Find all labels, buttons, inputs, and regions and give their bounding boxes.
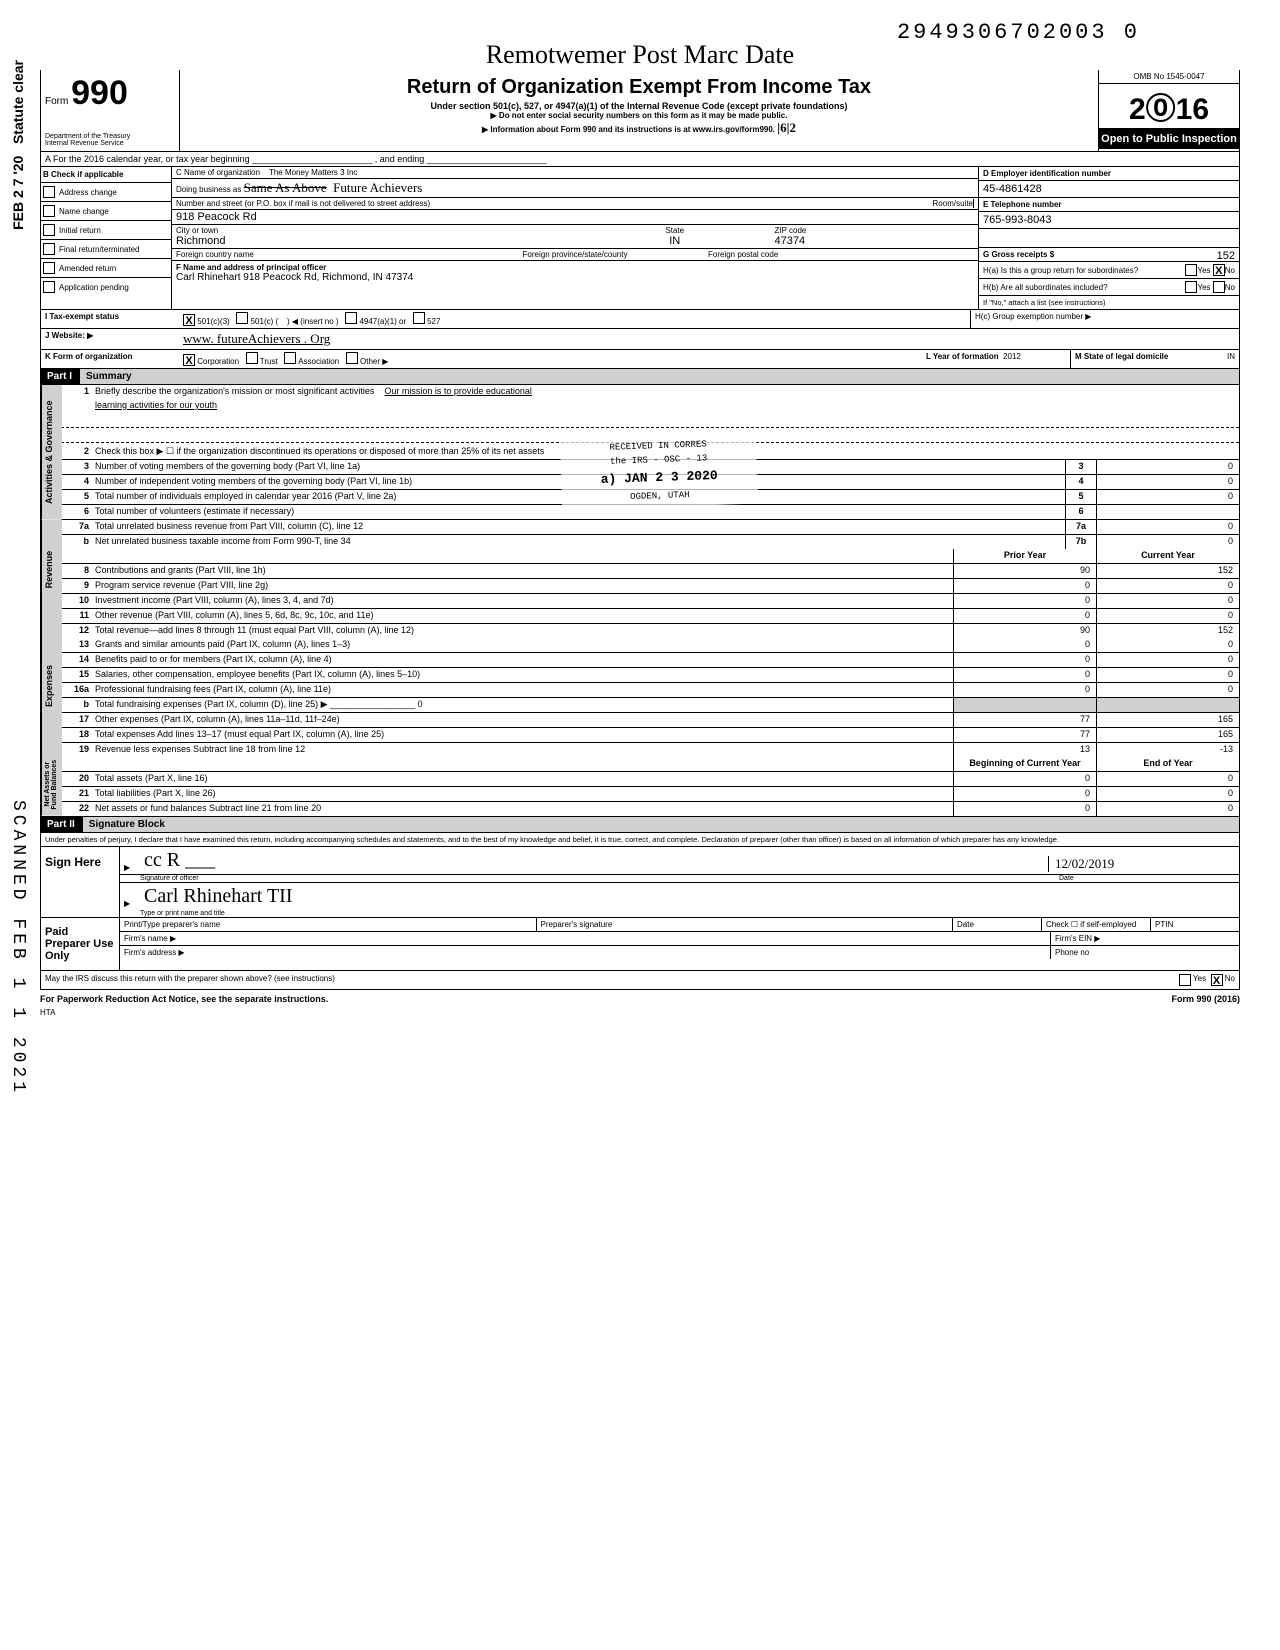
form-header: Form 990 Department of the Treasury Inte… — [40, 70, 1240, 152]
check-name-change[interactable]: Name change — [41, 202, 171, 221]
signature-block: Under penalties of perjury, I declare th… — [40, 833, 1240, 990]
summary-line: 10Investment income (Part VIII, column (… — [61, 594, 1239, 609]
summary-line: 15Salaries, other compensation, employee… — [61, 668, 1239, 683]
summary-line: 16aProfessional fundraising fees (Part I… — [61, 683, 1239, 698]
summary-line: 20Total assets (Part X, line 16)00 — [61, 772, 1239, 787]
summary-line: 12Total revenue—add lines 8 through 11 (… — [61, 624, 1239, 638]
form-number-box: Form 990 Department of the Treasury Inte… — [41, 70, 180, 151]
row-i: I Tax-exempt status X 501(c)(3) 501(c) (… — [40, 310, 1240, 329]
year-box: OMB No 1545-0047 2⓪16 Open to Public Ins… — [1098, 70, 1239, 151]
summary-line: 6Total number of volunteers (estimate if… — [61, 505, 1239, 520]
summary-line: 9Program service revenue (Part VIII, lin… — [61, 579, 1239, 594]
dept-treasury: Department of the Treasury Internal Reve… — [45, 133, 175, 147]
left-edge-stamps: FEB 2 7 '20 Statute clear — [10, 60, 26, 230]
row-k: K Form of organization X Corporation Tru… — [40, 350, 1240, 369]
summary-line: 19Revenue less expenses Subtract line 18… — [61, 743, 1239, 757]
part-i-header: Part I Summary — [40, 369, 1240, 385]
footer: For Paperwork Reduction Act Notice, see … — [40, 990, 1240, 1008]
check-app-pending[interactable]: Application pending — [41, 278, 171, 296]
summary-line: 14Benefits paid to or for members (Part … — [61, 653, 1239, 668]
col-d: D Employer identification number 45-4861… — [978, 167, 1239, 309]
check-initial-return[interactable]: Initial return — [41, 221, 171, 240]
col-c: C Name of organization The Money Matters… — [172, 167, 978, 309]
section-bcd: B Check if applicable Address change Nam… — [40, 167, 1240, 310]
scanned-stamp: SCANNED FEB 1 1 2021 — [8, 800, 28, 1096]
check-address-change[interactable]: Address change — [41, 183, 171, 202]
title-box: Return of Organization Exempt From Incom… — [180, 70, 1098, 151]
summary-line: bTotal fundraising expenses (Part IX, co… — [61, 698, 1239, 713]
part-i-body: RECEIVED IN CORRES the IRS - OSC - 13 a)… — [40, 385, 1240, 817]
form-title: Return of Organization Exempt From Incom… — [190, 76, 1088, 99]
check-amended[interactable]: Amended return — [41, 259, 171, 278]
summary-line: 4Number of independent voting members of… — [61, 475, 1239, 490]
part-ii-header: Part II Signature Block — [40, 817, 1240, 833]
check-final-return[interactable]: Final return/terminated — [41, 240, 171, 259]
summary-line: 17Other expenses (Part IX, column (A), l… — [61, 713, 1239, 728]
row-j: J Website: ▶ www. futureAchievers . Org — [40, 329, 1240, 350]
summary-line: 7aTotal unrelated business revenue from … — [61, 520, 1239, 535]
summary-line: 21Total liabilities (Part X, line 26)00 — [61, 787, 1239, 802]
summary-line: 18Total expenses Add lines 13–17 (must e… — [61, 728, 1239, 743]
summary-line: 22Net assets or fund balances Subtract l… — [61, 802, 1239, 816]
summary-line: 13Grants and similar amounts paid (Part … — [61, 638, 1239, 653]
col-b-checks: B Check if applicable Address change Nam… — [41, 167, 172, 309]
summary-line: 8Contributions and grants (Part VIII, li… — [61, 564, 1239, 579]
summary-line: 3Number of voting members of the governi… — [61, 460, 1239, 475]
summary-line: bNet unrelated business taxable income f… — [61, 535, 1239, 549]
summary-line: 5Total number of individuals employed in… — [61, 490, 1239, 505]
row-a-tax-year: A For the 2016 calendar year, or tax yea… — [40, 152, 1240, 167]
summary-line: 11Other revenue (Part VIII, column (A), … — [61, 609, 1239, 624]
